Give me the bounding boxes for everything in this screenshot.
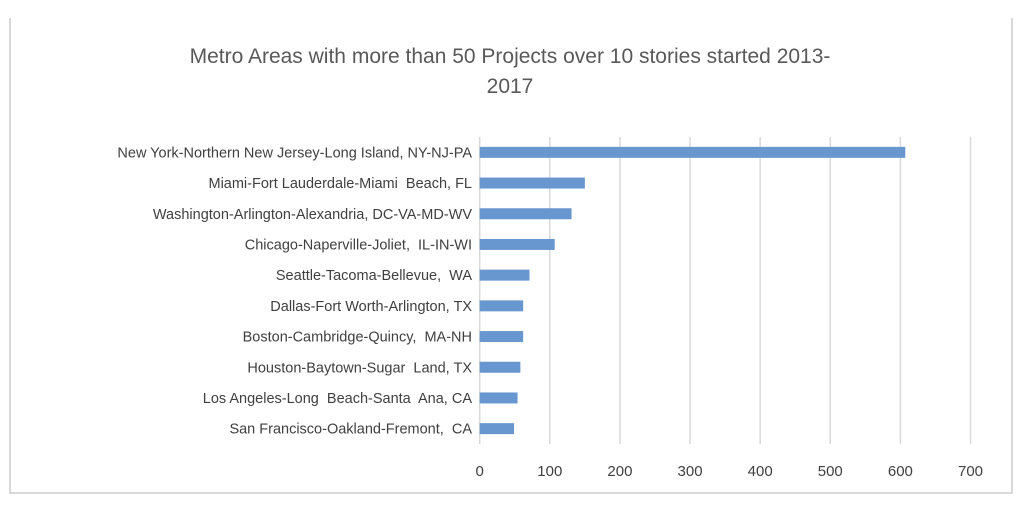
bar (479, 269, 530, 281)
category-label: Miami-Fort Lauderdale-Miami Beach, FL (208, 176, 472, 192)
bars (479, 146, 906, 435)
x-tick-labels: 0 100 200 300 400 500 600 700 (476, 463, 983, 480)
bar (479, 177, 585, 189)
bar (479, 423, 515, 435)
category-labels: New York-Northern New Jersey-Long Island… (117, 145, 472, 437)
bar (479, 208, 572, 220)
x-tick-label: 100 (537, 463, 562, 480)
x-tick-label: 500 (818, 463, 843, 480)
bar (479, 361, 521, 373)
x-tick-label: 600 (888, 463, 913, 480)
category-label: Boston-Cambridge-Quincy, MA-NH (243, 330, 472, 346)
category-label: Houston-Baytown-Sugar Land, TX (247, 360, 472, 376)
category-label: San Francisco-Oakland-Fremont, CA (229, 422, 472, 438)
chart-title-line-1: Metro Areas with more than 50 Projects o… (189, 45, 831, 68)
bar (479, 300, 524, 312)
x-tick-label: 700 (958, 463, 983, 480)
chart-title-line-2: 2017 (486, 75, 534, 98)
bar (479, 238, 555, 250)
bar (479, 331, 524, 343)
chart-title: Metro Areas with more than 50 Projects o… (100, 42, 920, 102)
chart-frame (9, 18, 1013, 494)
category-label: Washington-Arlington-Alexandria, DC-VA-M… (153, 207, 472, 223)
bar (479, 146, 906, 158)
category-label: Los Angeles-Long Beach-Santa Ana, CA (203, 391, 473, 407)
category-label: New York-Northern New Jersey-Long Island… (117, 145, 472, 161)
category-label: Seattle-Tacoma-Bellevue, WA (276, 268, 472, 284)
x-tick-label: 200 (607, 463, 632, 480)
category-label: Chicago-Naperville-Joliet, IL-IN-WI (245, 237, 472, 253)
x-tick-label: 300 (678, 463, 703, 480)
x-tick-label: 400 (748, 463, 773, 480)
bar (479, 392, 518, 404)
category-label: Dallas-Fort Worth-Arlington, TX (270, 299, 472, 315)
x-tick-label: 0 (476, 463, 484, 480)
